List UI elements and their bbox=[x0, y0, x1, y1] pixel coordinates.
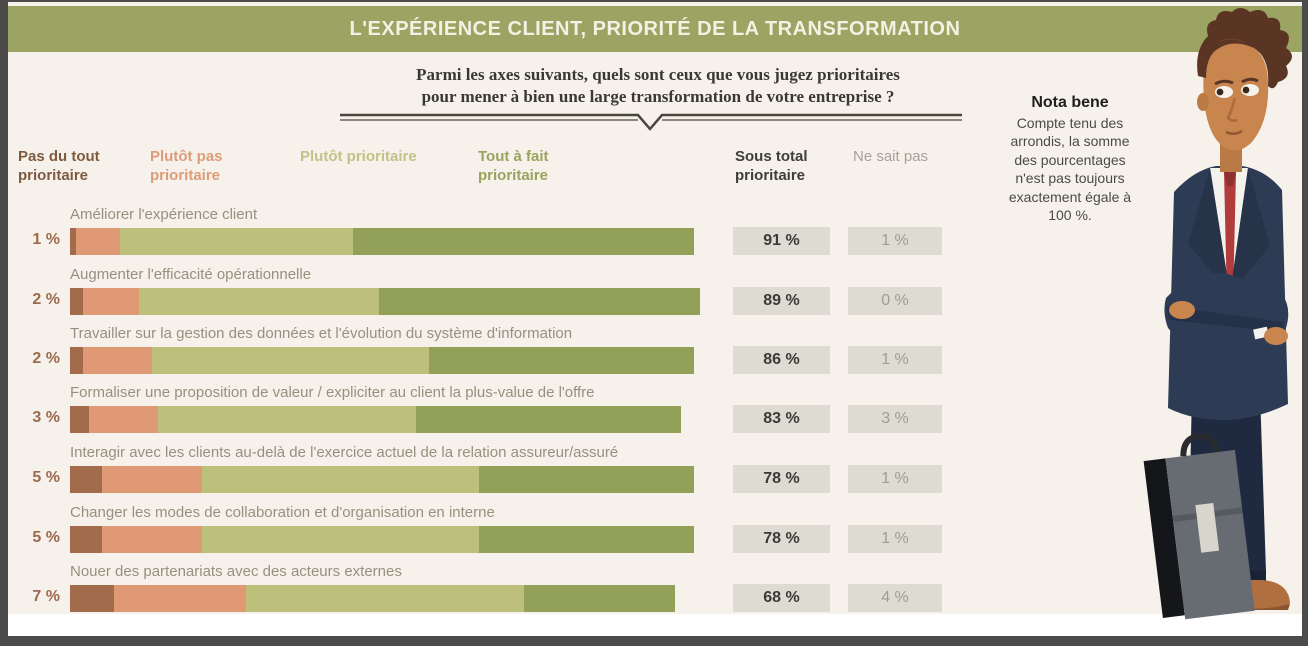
question-brace-line bbox=[340, 113, 962, 131]
pas-du-tout-value-label: 1 % bbox=[32, 231, 60, 248]
bar-segment-4 bbox=[429, 347, 694, 374]
bar-segment-3 bbox=[158, 406, 417, 433]
column-header-sous-total: Sous total prioritaire bbox=[735, 148, 808, 184]
bar-segment-3 bbox=[246, 585, 524, 612]
pas-du-tout-value-label: 5 % bbox=[32, 469, 60, 486]
bar-segment-1 bbox=[70, 585, 115, 612]
bar-segment-1 bbox=[70, 466, 102, 493]
ne-sait-pas-value-box: 3 % bbox=[848, 405, 942, 433]
bar-segment-1 bbox=[70, 288, 83, 315]
stacked-bar bbox=[70, 466, 700, 493]
survey-question: Parmi les axes suivants, quels sont ceux… bbox=[328, 64, 988, 109]
pas-du-tout-value-label: 5 % bbox=[32, 529, 60, 546]
row-label: Nouer des partenariats avec des acteurs … bbox=[70, 563, 402, 580]
bar-segment-2 bbox=[101, 526, 203, 553]
bar-segment-4 bbox=[479, 466, 694, 493]
bar-segment-2 bbox=[82, 347, 152, 374]
row-label: Formaliser une proposition de valeur / e… bbox=[70, 384, 595, 401]
bar-segment-3 bbox=[202, 526, 480, 553]
stacked-bar bbox=[70, 585, 700, 612]
stacked-bar bbox=[70, 228, 700, 255]
bar-segment-2 bbox=[88, 406, 159, 433]
sous-total-value-box: 86 % bbox=[733, 346, 830, 374]
column-header-ne-sait-pas: Ne sait pas bbox=[853, 148, 929, 165]
bar-segment-2 bbox=[101, 466, 203, 493]
infographic-canvas: L'EXPÉRIENCE CLIENT, PRIORITÉ DE LA TRAN… bbox=[8, 2, 1302, 636]
pas-du-tout-value-label: 2 % bbox=[32, 291, 60, 308]
legend-pas-du-tout: Pas du tout prioritaire bbox=[18, 148, 100, 184]
row-label: Changer les modes de collaboration et d'… bbox=[70, 504, 495, 521]
ne-sait-pas-value-box: 1 % bbox=[848, 227, 942, 255]
bar-segment-4 bbox=[416, 406, 682, 433]
legend-plutot-pas: Plutôt pas prioritaire bbox=[150, 148, 223, 184]
businessman-illustration bbox=[1143, 8, 1292, 620]
title-band: L'EXPÉRIENCE CLIENT, PRIORITÉ DE LA TRAN… bbox=[8, 6, 1302, 52]
nota-bene: Nota bene Compte tenu des arrondis, la s… bbox=[998, 94, 1142, 225]
legend-plutot: Plutôt prioritaire bbox=[300, 148, 417, 165]
sous-total-value-box: 78 % bbox=[733, 465, 830, 493]
pas-du-tout-value-label: 2 % bbox=[32, 350, 60, 367]
bar-segment-2 bbox=[76, 228, 121, 255]
row-label: Améliorer l'expérience client bbox=[70, 206, 258, 223]
page-title: L'EXPÉRIENCE CLIENT, PRIORITÉ DE LA TRAN… bbox=[349, 17, 961, 40]
bar-segment-4 bbox=[479, 526, 694, 553]
ne-sait-pas-value-box: 1 % bbox=[848, 346, 942, 374]
survey-question-line2: pour mener à bien une large transformati… bbox=[421, 87, 895, 107]
nota-bene-body: Compte tenu des arrondis, la somme des p… bbox=[1008, 115, 1132, 224]
ne-sait-pas-value-box: 0 % bbox=[848, 287, 942, 315]
sous-total-value-box: 89 % bbox=[733, 287, 830, 315]
ne-sait-pas-value-box: 1 % bbox=[848, 525, 942, 553]
row-label: Interagir avec les clients au-delà de l'… bbox=[70, 444, 619, 461]
pas-du-tout-value-label: 3 % bbox=[32, 409, 60, 426]
bar-segment-4 bbox=[523, 585, 675, 612]
ne-sait-pas-value-box: 4 % bbox=[848, 584, 942, 612]
bar-segment-4 bbox=[353, 228, 694, 255]
bar-segment-1 bbox=[70, 406, 89, 433]
sous-total-value-box: 91 % bbox=[733, 227, 830, 255]
bottom-white-strip bbox=[8, 614, 1302, 636]
bar-segment-1 bbox=[70, 347, 83, 374]
row-label: Travailler sur la gestion des données et… bbox=[70, 325, 573, 342]
bar-segment-3 bbox=[202, 466, 480, 493]
stacked-bar bbox=[70, 406, 700, 433]
bar-segment-2 bbox=[82, 288, 140, 315]
sous-total-value-box: 83 % bbox=[733, 405, 830, 433]
bar-segment-1 bbox=[70, 526, 102, 553]
sous-total-value-box: 68 % bbox=[733, 584, 830, 612]
legend-tout-a-fait: Tout à fait prioritaire bbox=[478, 148, 549, 184]
pas-du-tout-value-label: 7 % bbox=[32, 588, 60, 605]
bar-segment-1 bbox=[70, 228, 77, 255]
stacked-bar bbox=[70, 526, 700, 553]
stacked-bar bbox=[70, 347, 700, 374]
sous-total-value-box: 78 % bbox=[733, 525, 830, 553]
ne-sait-pas-value-box: 1 % bbox=[848, 465, 942, 493]
bar-segment-3 bbox=[139, 288, 379, 315]
survey-question-line1: Parmi les axes suivants, quels sont ceux… bbox=[416, 65, 900, 84]
stacked-bar bbox=[70, 288, 700, 315]
bar-segment-2 bbox=[114, 585, 247, 612]
bar-segment-3 bbox=[151, 347, 430, 374]
row-label: Augmenter l'efficacité opérationnelle bbox=[70, 266, 312, 283]
nota-bene-heading: Nota bene bbox=[1031, 94, 1109, 111]
bar-segment-3 bbox=[120, 228, 354, 255]
bar-segment-4 bbox=[378, 288, 700, 315]
